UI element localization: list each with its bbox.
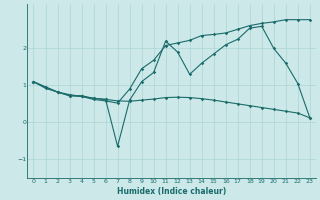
X-axis label: Humidex (Indice chaleur): Humidex (Indice chaleur) — [117, 187, 226, 196]
